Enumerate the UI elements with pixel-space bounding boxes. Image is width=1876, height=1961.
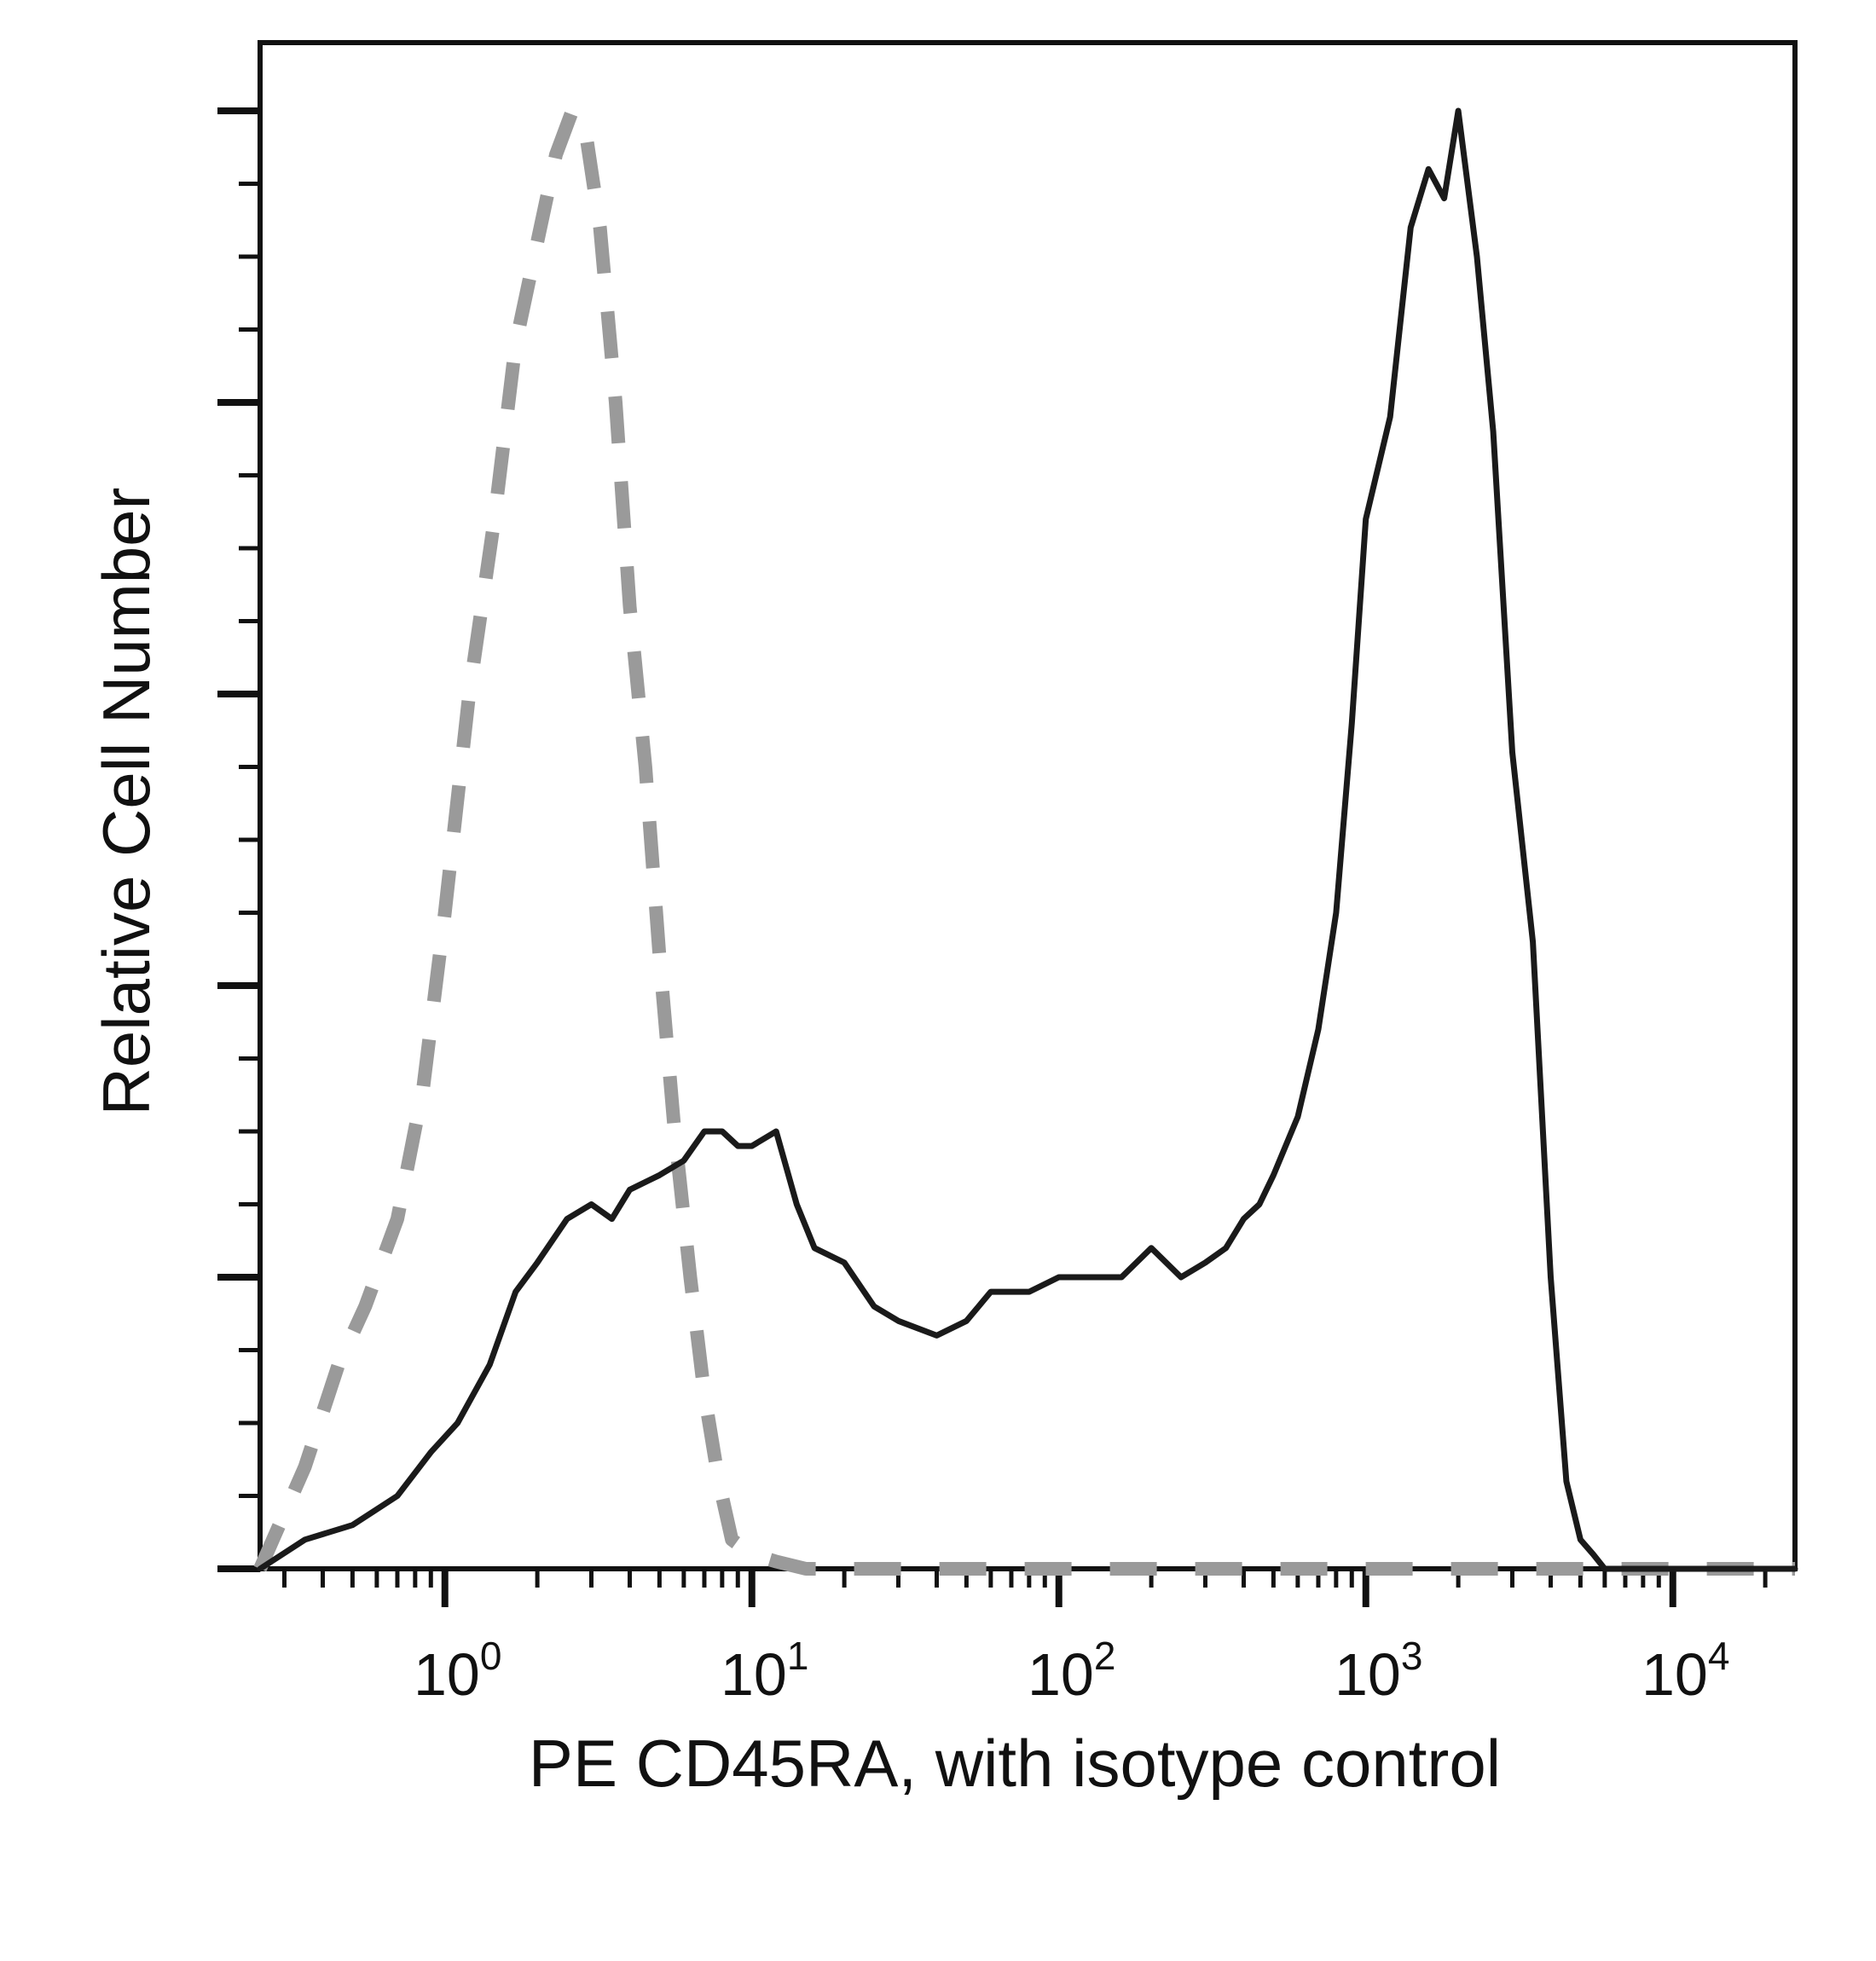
x-tick-label: 101 bbox=[721, 1634, 808, 1708]
x-tick-label-base: 10 bbox=[721, 1641, 787, 1708]
isotype-control-series bbox=[253, 104, 1795, 1576]
cd45ra-series bbox=[257, 107, 1798, 1572]
plot-border bbox=[258, 40, 1798, 1571]
x-tick-label: 103 bbox=[1335, 1634, 1422, 1708]
x-tick-label-base: 10 bbox=[414, 1641, 480, 1708]
y-axis-ticks bbox=[217, 107, 260, 1572]
x-tick-label-exponent: 1 bbox=[787, 1634, 809, 1678]
x-axis-ticks bbox=[282, 1569, 1768, 1607]
plot-frame bbox=[258, 40, 1798, 1571]
x-tick-label-exponent: 2 bbox=[1094, 1634, 1116, 1678]
x-tick-label-base: 10 bbox=[1028, 1641, 1094, 1708]
x-tick-label: 100 bbox=[414, 1634, 501, 1708]
y-axis-title: Relative Cell Number bbox=[89, 488, 164, 1116]
series-layer bbox=[253, 104, 1798, 1576]
x-tick-label-exponent: 3 bbox=[1401, 1634, 1423, 1678]
x-tick-label-exponent: 0 bbox=[480, 1634, 502, 1678]
x-tick-labels: 100 101 102 103 104 bbox=[414, 1634, 1729, 1708]
x-tick-label-base: 10 bbox=[1335, 1641, 1401, 1708]
x-tick-label: 102 bbox=[1028, 1634, 1115, 1708]
x-axis-title: PE CD45RA, with isotype control bbox=[529, 1726, 1501, 1801]
x-tick-label-exponent: 4 bbox=[1708, 1634, 1730, 1678]
x-tick-label: 104 bbox=[1642, 1634, 1729, 1708]
x-tick-label-base: 10 bbox=[1642, 1641, 1708, 1708]
